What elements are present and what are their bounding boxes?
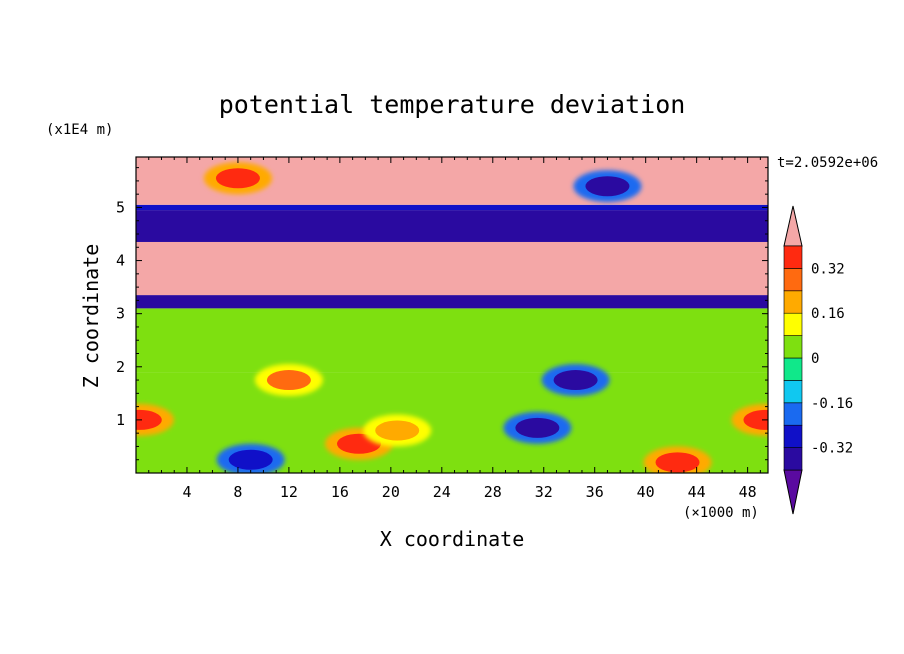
colorbar-box: [783, 268, 803, 292]
colorbar-box: [783, 357, 803, 381]
contour-band: [136, 241, 768, 296]
contour-feature: [655, 452, 700, 473]
chart-title: potential temperature deviation: [219, 90, 686, 119]
contour-band: [136, 308, 768, 373]
x-tick-label: 20: [382, 483, 400, 501]
colorbar-label: -0.16: [811, 396, 853, 412]
contour-feature: [228, 449, 273, 470]
colorbar-extend-max: [783, 205, 803, 247]
contour-band: [136, 295, 768, 309]
x-axis-label: X coordinate: [380, 527, 525, 551]
contour-feature: [515, 417, 560, 438]
x-tick-label: 12: [280, 483, 298, 501]
x-units-label: (×1000 m): [683, 505, 759, 521]
colorbar-label: 0: [811, 351, 819, 367]
contour-band: [136, 210, 768, 242]
contour-band: [136, 204, 768, 211]
colorbar-box: [783, 402, 803, 426]
x-tick-label: 36: [586, 483, 604, 501]
contour-field: [136, 157, 768, 473]
x-tick-label: 32: [535, 483, 553, 501]
y-tick-label: 3: [116, 305, 125, 323]
colorbar-box: [783, 245, 803, 269]
contour-feature: [553, 370, 598, 391]
x-tick-label: 40: [637, 483, 655, 501]
colorbar-box: [783, 447, 803, 471]
colorbar-label: -0.32: [811, 441, 853, 457]
colorbar-extend-min: [783, 469, 803, 515]
x-axis: 4 8 12 16 20 24 28 32 36 40 44 48: [148, 157, 761, 501]
time-label: t=2.0592e+06: [777, 155, 878, 171]
colorbar-label: 0.16: [811, 306, 845, 322]
contour-feature: [585, 176, 630, 197]
x-tick-label: 24: [433, 483, 451, 501]
contour-feature: [266, 370, 311, 391]
y-tick-label: 2: [116, 358, 125, 376]
contour-feature: [215, 168, 260, 189]
colorbar-box: [783, 290, 803, 314]
x-tick-label: 4: [182, 483, 191, 501]
contour-feature: [136, 409, 162, 430]
colorbar-box: [783, 380, 803, 404]
contour-feature: [375, 420, 420, 441]
y-axis: 1 2 3 4 5: [116, 167, 768, 461]
contour-feature: [743, 409, 768, 430]
colorbar-label: 0.32: [811, 261, 845, 277]
x-tick-label: 48: [739, 483, 757, 501]
x-tick-label: 28: [484, 483, 502, 501]
x-tick-label: 16: [331, 483, 349, 501]
colorbar-box: [783, 424, 803, 448]
colorbar-box: [783, 312, 803, 336]
y-tick-label: 5: [116, 198, 125, 216]
y-units-label: (x1E4 m): [46, 122, 113, 138]
colorbar-box: [783, 335, 803, 359]
y-axis-label: Z coordinate: [79, 244, 103, 389]
colorbar: 0.32 0.16 0 -0.16 -0.32: [783, 205, 853, 515]
y-tick-label: 1: [116, 411, 125, 429]
y-tick-label: 4: [116, 252, 125, 270]
x-tick-label: 8: [233, 483, 242, 501]
plot-frame: [135, 156, 769, 474]
x-tick-label: 44: [688, 483, 706, 501]
